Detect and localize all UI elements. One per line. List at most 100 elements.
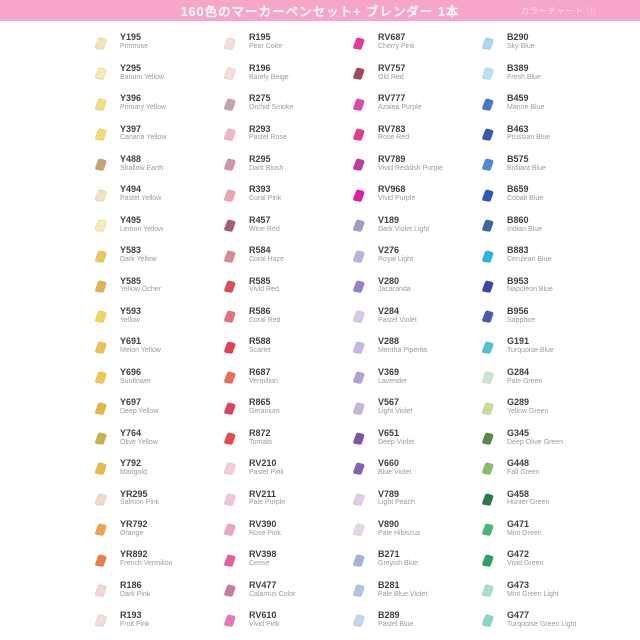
marker-nib-icon (481, 341, 494, 354)
color-code: R585 (249, 275, 271, 286)
marker-nib-icon (352, 432, 365, 445)
swatch-item: R588 Scarlet (221, 331, 342, 361)
swatch-item: B271 Greyish Blue (350, 544, 471, 574)
swatch-labels: V280 Jacaranda (378, 276, 411, 296)
color-name: Vivid Purple (378, 195, 416, 203)
swatch-item: Y495 Lemon Yellow (92, 209, 213, 239)
color-code: RV968 (378, 184, 406, 195)
swatch-labels: R195 Pear Color (249, 32, 282, 52)
color-code: V276 (378, 245, 400, 256)
color-name: Pastel Blue (378, 620, 414, 628)
swatch-labels: RV783 Rose Red (378, 124, 409, 144)
color-name: Cherry Pink (378, 43, 415, 51)
marker-nib-icon (352, 310, 365, 324)
color-code: G345 (507, 427, 530, 438)
marker-nib-icon (352, 462, 365, 476)
marker-nib-icon (352, 341, 365, 354)
swatch-labels: B290 Sky Blue (507, 32, 535, 52)
swatch-labels: R295 Dark Blush (249, 154, 283, 174)
color-name: Brilliant Blue (507, 164, 546, 172)
marker-nib-icon (94, 554, 107, 567)
color-code: R457 (249, 214, 271, 225)
swatch-item: V567 Light Violet (350, 392, 471, 422)
color-name: Lemon Yellow (120, 225, 164, 233)
swatch-item: V660 Blue Violet (350, 453, 471, 483)
swatch-item: B459 Marine Blue (479, 88, 600, 118)
swatch-labels: Y583 Dark Yellow (120, 245, 157, 265)
color-code: RV390 (249, 518, 277, 529)
swatch-labels: RV687 Cherry Pink (378, 32, 415, 52)
marker-nib-icon (481, 128, 494, 141)
color-name: Sunflower (120, 377, 152, 385)
swatch-labels: R196 Barely Beige (249, 63, 289, 83)
swatch-labels: Y696 Sunflower (120, 367, 151, 387)
color-code: R865 (249, 397, 271, 408)
marker-nib-icon (94, 493, 107, 506)
swatch-item: Y583 Dark Yellow (92, 240, 213, 270)
color-code: RV783 (378, 123, 406, 134)
swatch-item: R186 Dark Pink (92, 574, 213, 604)
color-code: G477 (507, 610, 530, 621)
swatch-labels: RV390 Rose Pink (249, 519, 281, 539)
swatch-labels: RV477 Calamus Color (249, 580, 295, 600)
marker-nib-icon (352, 97, 365, 111)
color-code: R584 (249, 245, 271, 256)
color-name: Cerise (249, 560, 270, 568)
swatch-item: RV210 Pastel Pink (221, 453, 342, 483)
color-code: Y295 (120, 62, 142, 73)
color-code: YR792 (120, 518, 148, 529)
color-name: Pastel Pink (249, 468, 285, 476)
swatch-labels: Y585 Yellow Ocher (120, 276, 161, 296)
swatch-labels: B281 Pale Blue Violet (378, 580, 427, 600)
swatch-item: R193 Fruit Pink (92, 605, 213, 635)
marker-nib-icon (481, 584, 494, 597)
swatch-item: V189 Dark Violet Light (350, 209, 471, 239)
swatch-labels: B956 Sapphire (507, 306, 535, 326)
marker-nib-icon (481, 37, 494, 50)
swatch-item: RV789 Vivid Reddish Purple (350, 149, 471, 179)
swatch-item: RV687 Cherry Pink (350, 27, 471, 57)
color-name: Cerulean Blue (507, 256, 552, 264)
color-code: B281 (378, 579, 400, 590)
swatch-labels: RV789 Vivid Reddish Purple (378, 154, 443, 174)
swatch-item: G458 Hunter Green (479, 483, 600, 513)
swatch-item: B575 Brilliant Blue (479, 149, 600, 179)
swatch-item: G473 Mint Green Light (479, 574, 600, 604)
color-name: Pale Green (507, 377, 543, 385)
color-code: R293 (249, 123, 271, 134)
color-code: B883 (507, 245, 529, 256)
page-title: 160色のマーカーペンセット+ ブレンダー 1本 (180, 5, 460, 19)
marker-nib-icon (481, 219, 494, 233)
marker-nib-icon (94, 97, 107, 111)
swatch-labels: Y697 Deep Yellow (120, 397, 159, 417)
marker-nib-icon (352, 249, 365, 263)
swatch-labels: R585 Vivid Red (249, 276, 279, 296)
color-name: Dark Violet Light (378, 225, 430, 233)
swatch-labels: V189 Dark Violet Light (378, 215, 429, 235)
color-code: R186 (120, 579, 142, 590)
marker-nib-icon (481, 554, 494, 567)
swatch-item: V288 Mentha Piperita (350, 331, 471, 361)
swatch-column: RV687 Cherry Pink RV757 Old Red RV777 Azalea … (350, 27, 471, 635)
marker-nib-icon (481, 67, 494, 80)
swatch-labels: B271 Greyish Blue (378, 549, 418, 569)
marker-nib-icon (94, 189, 107, 202)
color-code: YR295 (120, 488, 148, 499)
swatch-item: G289 Yellow Green (479, 392, 600, 422)
swatch-item: V789 Light Peach (350, 483, 471, 513)
marker-nib-icon (481, 462, 494, 476)
marker-nib-icon (223, 371, 236, 385)
color-name: Salmon Pink (120, 499, 160, 507)
color-code: Y195 (120, 32, 142, 43)
color-name: Geranium (249, 408, 280, 416)
marker-nib-icon (352, 614, 365, 628)
color-name: Fruit Pink (120, 620, 150, 628)
color-code: V660 (378, 458, 400, 469)
color-code: B459 (507, 93, 529, 104)
swatch-item: V369 Lavender (350, 361, 471, 391)
color-code: R872 (249, 427, 271, 438)
marker-nib-icon (352, 554, 365, 567)
color-code: B389 (507, 62, 529, 73)
marker-nib-icon (94, 249, 107, 263)
